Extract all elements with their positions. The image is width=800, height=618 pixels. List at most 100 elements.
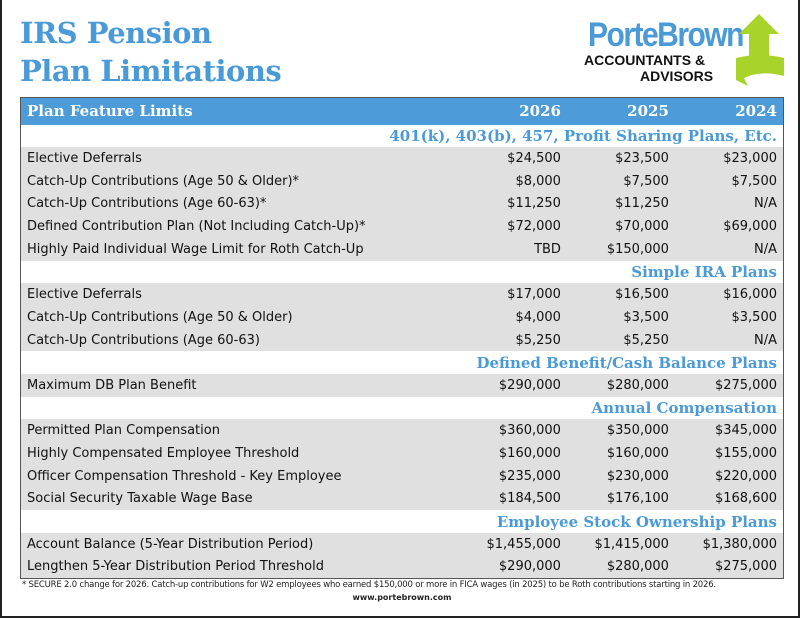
page-title: IRS Pension Plan Limitations (20, 14, 282, 90)
value-cell: $150,000 (566, 237, 675, 261)
section-title: Defined Benefit/Cash Balance Plans (20, 351, 784, 375)
row-label: Permitted Plan Compensation (20, 419, 459, 443)
section-header-row: Defined Benefit/Cash Balance Plans (20, 351, 784, 375)
value-cell: $220,000 (674, 464, 784, 488)
value-cell: $345,000 (674, 419, 784, 443)
value-cell: $280,000 (566, 374, 675, 397)
value-cell: $3,500 (566, 306, 675, 329)
column-header-year: 2025 (566, 97, 675, 125)
row-label: Catch-Up Contributions (Age 50 & Older)* (20, 169, 459, 193)
table-row: Highly Paid Individual Wage Limit for Ro… (20, 237, 784, 261)
value-cell: $7,500 (674, 169, 784, 193)
table-row: Lengthen 5-Year Distribution Period Thre… (20, 555, 784, 579)
value-cell: $70,000 (566, 215, 675, 238)
row-label: Defined Contribution Plan (Not Including… (20, 215, 459, 238)
value-cell: $11,250 (566, 192, 675, 216)
row-label: Officer Compensation Threshold - Key Emp… (20, 464, 459, 488)
value-cell: $5,250 (458, 328, 567, 352)
value-cell: $24,500 (458, 147, 567, 170)
section-title: Annual Compensation (20, 396, 784, 420)
value-cell: $235,000 (458, 464, 567, 488)
column-header-year: 2024 (674, 97, 784, 125)
value-cell: $275,000 (674, 374, 784, 397)
row-label: Highly Compensated Employee Threshold (20, 442, 459, 465)
value-cell: N/A (674, 237, 784, 261)
footnote: * SECURE 2.0 change for 2026. Catch-up c… (22, 580, 716, 590)
section-header-row: Employee Stock Ownership Plans (20, 510, 784, 533)
value-cell: $168,600 (674, 487, 784, 511)
value-cell: $1,380,000 (674, 532, 784, 556)
value-cell: $160,000 (458, 442, 567, 465)
column-header-feature: Plan Feature Limits (20, 97, 459, 125)
value-cell: N/A (674, 192, 784, 216)
table-row: Catch-Up Contributions (Age 60-63) $5,250… (20, 328, 784, 352)
table-row: Defined Contribution Plan (Not Including… (20, 215, 784, 238)
value-cell: $176,100 (566, 487, 675, 511)
table-row: Catch-Up Contributions (Age 50 & Older) $… (20, 306, 784, 329)
table-row: Social Security Taxable Wage Base $184,50… (20, 487, 784, 511)
value-cell: $23,000 (674, 147, 784, 170)
row-label: Catch-Up Contributions (Age 50 & Older) (20, 306, 459, 329)
title-line-1: IRS Pension (20, 16, 212, 50)
value-cell: TBD (458, 237, 567, 261)
value-cell: $360,000 (458, 419, 567, 443)
row-label: Elective Deferrals (20, 147, 459, 170)
table-row: Officer Compensation Threshold - Key Emp… (20, 464, 784, 488)
value-cell: $280,000 (566, 555, 675, 579)
row-label: Lengthen 5-Year Distribution Period Thre… (20, 555, 459, 579)
value-cell: $290,000 (458, 374, 567, 397)
table-row: Catch-Up Contributions (Age 60-63)* $11,2… (20, 192, 784, 216)
value-cell: $230,000 (566, 464, 675, 488)
table-row: Catch-Up Contributions (Age 50 & Older)*… (20, 169, 784, 193)
value-cell: $1,455,000 (458, 532, 567, 556)
table-row: Maximum DB Plan Benefit $290,000 $280,000 $… (20, 374, 784, 397)
value-cell: $72,000 (458, 215, 567, 238)
section-title: Simple IRA Plans (20, 260, 784, 284)
value-cell: $350,000 (566, 419, 675, 443)
value-cell: $69,000 (674, 215, 784, 238)
value-cell: N/A (674, 328, 784, 352)
value-cell: $155,000 (674, 442, 784, 465)
value-cell: $3,500 (674, 306, 784, 329)
column-header-year: 2026 (458, 97, 567, 125)
limits-table: Plan Feature Limits 2026 2025 2024 401(k), … (20, 97, 784, 579)
value-cell: $8,000 (458, 169, 567, 193)
row-label: Elective Deferrals (20, 283, 459, 306)
value-cell: $5,250 (566, 328, 675, 352)
arrow-up-icon (736, 14, 784, 86)
section-header-row: Simple IRA Plans (20, 260, 784, 284)
table-row: Elective Deferrals $24,500 $23,500 $23,000 (20, 147, 784, 170)
value-cell: $17,000 (458, 283, 567, 306)
value-cell: $16,500 (566, 283, 675, 306)
table-row: Elective Deferrals $17,000 $16,500 $16,000 (20, 283, 784, 306)
portebrown-logo: PorteBrown ACCOUNTANTS & ADVISORS (584, 14, 784, 86)
value-cell: $11,250 (458, 192, 567, 216)
row-label: Highly Paid Individual Wage Limit for Ro… (20, 237, 459, 261)
row-label: Catch-Up Contributions (Age 60-63) (20, 328, 459, 352)
table-row: Permitted Plan Compensation $360,000 $350,… (20, 419, 784, 443)
logo-subtitle-1: ACCOUNTANTS & (584, 52, 706, 68)
value-cell: $160,000 (566, 442, 675, 465)
logo-subtitle-2: ADVISORS (640, 68, 714, 84)
table-row: Account Balance (5-Year Distribution Per… (20, 532, 784, 556)
logo-brand: PorteBrown (588, 16, 745, 54)
row-label: Catch-Up Contributions (Age 60-63)* (20, 192, 459, 216)
value-cell: $275,000 (674, 555, 784, 579)
value-cell: $4,000 (458, 306, 567, 329)
website-link[interactable]: www.portebrown.com (352, 593, 452, 602)
table-row: Highly Compensated Employee Threshold $16… (20, 442, 784, 465)
value-cell: $1,415,000 (566, 532, 675, 556)
value-cell: $184,500 (458, 487, 567, 511)
row-label: Account Balance (5-Year Distribution Per… (20, 532, 459, 556)
row-label: Social Security Taxable Wage Base (20, 487, 459, 511)
section-title: Employee Stock Ownership Plans (20, 510, 784, 533)
section-title: 401(k), 403(b), 457, Profit Sharing Plan… (20, 124, 784, 148)
row-label: Maximum DB Plan Benefit (20, 374, 459, 397)
value-cell: $16,000 (674, 283, 784, 306)
value-cell: $23,500 (566, 147, 675, 170)
value-cell: $7,500 (566, 169, 675, 193)
title-line-2: Plan Limitations (20, 54, 282, 88)
value-cell: $290,000 (458, 555, 567, 579)
section-header-row: 401(k), 403(b), 457, Profit Sharing Plan… (20, 124, 784, 148)
